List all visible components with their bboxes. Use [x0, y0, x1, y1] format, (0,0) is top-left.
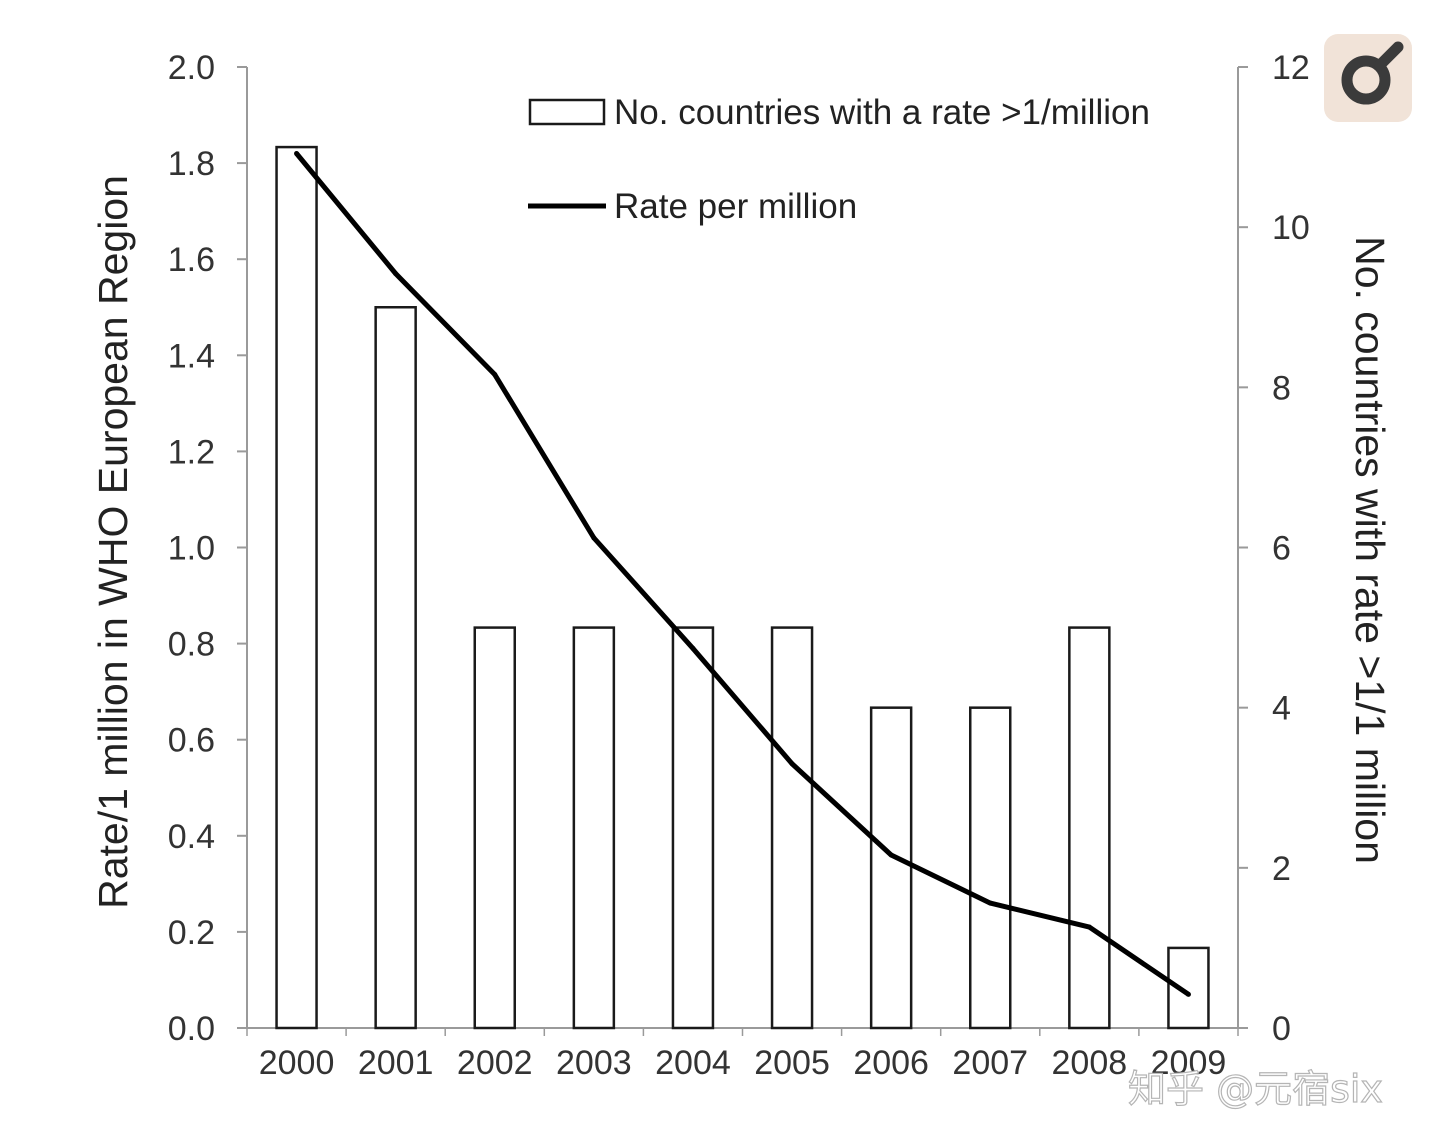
legend-line-label: Rate per million: [614, 187, 857, 226]
line-point: [789, 761, 795, 767]
legend-bar-swatch: [528, 98, 606, 126]
line-point: [690, 645, 696, 651]
x-tick-label: 2006: [853, 1044, 929, 1082]
right-tick-label: 2: [1272, 850, 1291, 888]
left-axis-title: Rate/1 million in WHO European Region: [90, 175, 136, 909]
left-tick-label: 1.2: [168, 433, 215, 471]
bar: [869, 706, 913, 1030]
right-axis-title: No. countries with rate >1/1 million: [1347, 236, 1393, 864]
left-tick-label: 2.0: [168, 49, 215, 87]
bar: [770, 626, 814, 1030]
x-tick-label: 2007: [952, 1044, 1028, 1082]
line-point: [888, 852, 894, 858]
legend-bar-label: No. countries with a rate >1/million: [614, 93, 1150, 132]
bar-series: [275, 145, 1210, 1030]
bar: [374, 306, 417, 1030]
left-tick-label: 1.0: [168, 530, 215, 568]
bar: [1167, 946, 1210, 1030]
x-tick-label: 2002: [457, 1044, 533, 1082]
right-tick-label: 10: [1272, 209, 1310, 247]
left-tick-label: 0.6: [168, 722, 215, 760]
legend: No. countries with a rate >1/million Rat…: [528, 93, 1150, 226]
bar: [275, 145, 318, 1030]
line-point: [492, 372, 498, 378]
x-tick-label: 2004: [655, 1044, 731, 1082]
left-tick-label: 1.6: [168, 241, 215, 279]
line-point: [1185, 991, 1191, 997]
left-tick-label: 0.4: [168, 818, 215, 856]
tick-labels: 0.0 0.2 0.4 0.6 0.8 1.0 1.2 1.4 1.6 1.8 2.0 0 2 4 6 8 10…: [168, 49, 1310, 1082]
left-tick-label: 1.8: [168, 145, 215, 183]
bar: [572, 626, 616, 1030]
line-series: [294, 150, 1191, 997]
bar: [473, 626, 516, 1030]
bar: [969, 706, 1012, 1030]
x-tick-label: 2000: [259, 1044, 335, 1082]
line-point: [294, 150, 300, 156]
corner-badge: [1324, 34, 1412, 122]
left-tick-label: 0.8: [168, 626, 215, 664]
right-tick-label: 12: [1272, 49, 1310, 87]
right-tick-label: 6: [1272, 530, 1291, 568]
line-point: [1086, 924, 1092, 930]
rate-line: [294, 151, 1190, 997]
line-point: [393, 271, 399, 277]
x-tick-label: 2001: [358, 1044, 434, 1082]
line-point: [987, 900, 993, 906]
right-tick-label: 8: [1272, 369, 1291, 407]
search-icon: [1341, 41, 1404, 105]
right-tick-label: 0: [1272, 1010, 1291, 1048]
x-tick-label: 2005: [754, 1044, 830, 1082]
x-tick-label: 2003: [556, 1044, 632, 1082]
right-tick-label: 4: [1272, 690, 1291, 728]
left-tick-label: 0.0: [168, 1010, 215, 1048]
line-point: [591, 535, 597, 541]
left-tick-label: 1.4: [168, 337, 215, 375]
watermark: 知乎 @元宿six: [1128, 1067, 1383, 1111]
x-tick-label: 2008: [1052, 1044, 1128, 1082]
bar: [671, 626, 715, 1030]
left-tick-label: 0.2: [168, 914, 215, 952]
x-tick-label: 2009: [1151, 1044, 1227, 1082]
bar: [1068, 626, 1111, 1030]
